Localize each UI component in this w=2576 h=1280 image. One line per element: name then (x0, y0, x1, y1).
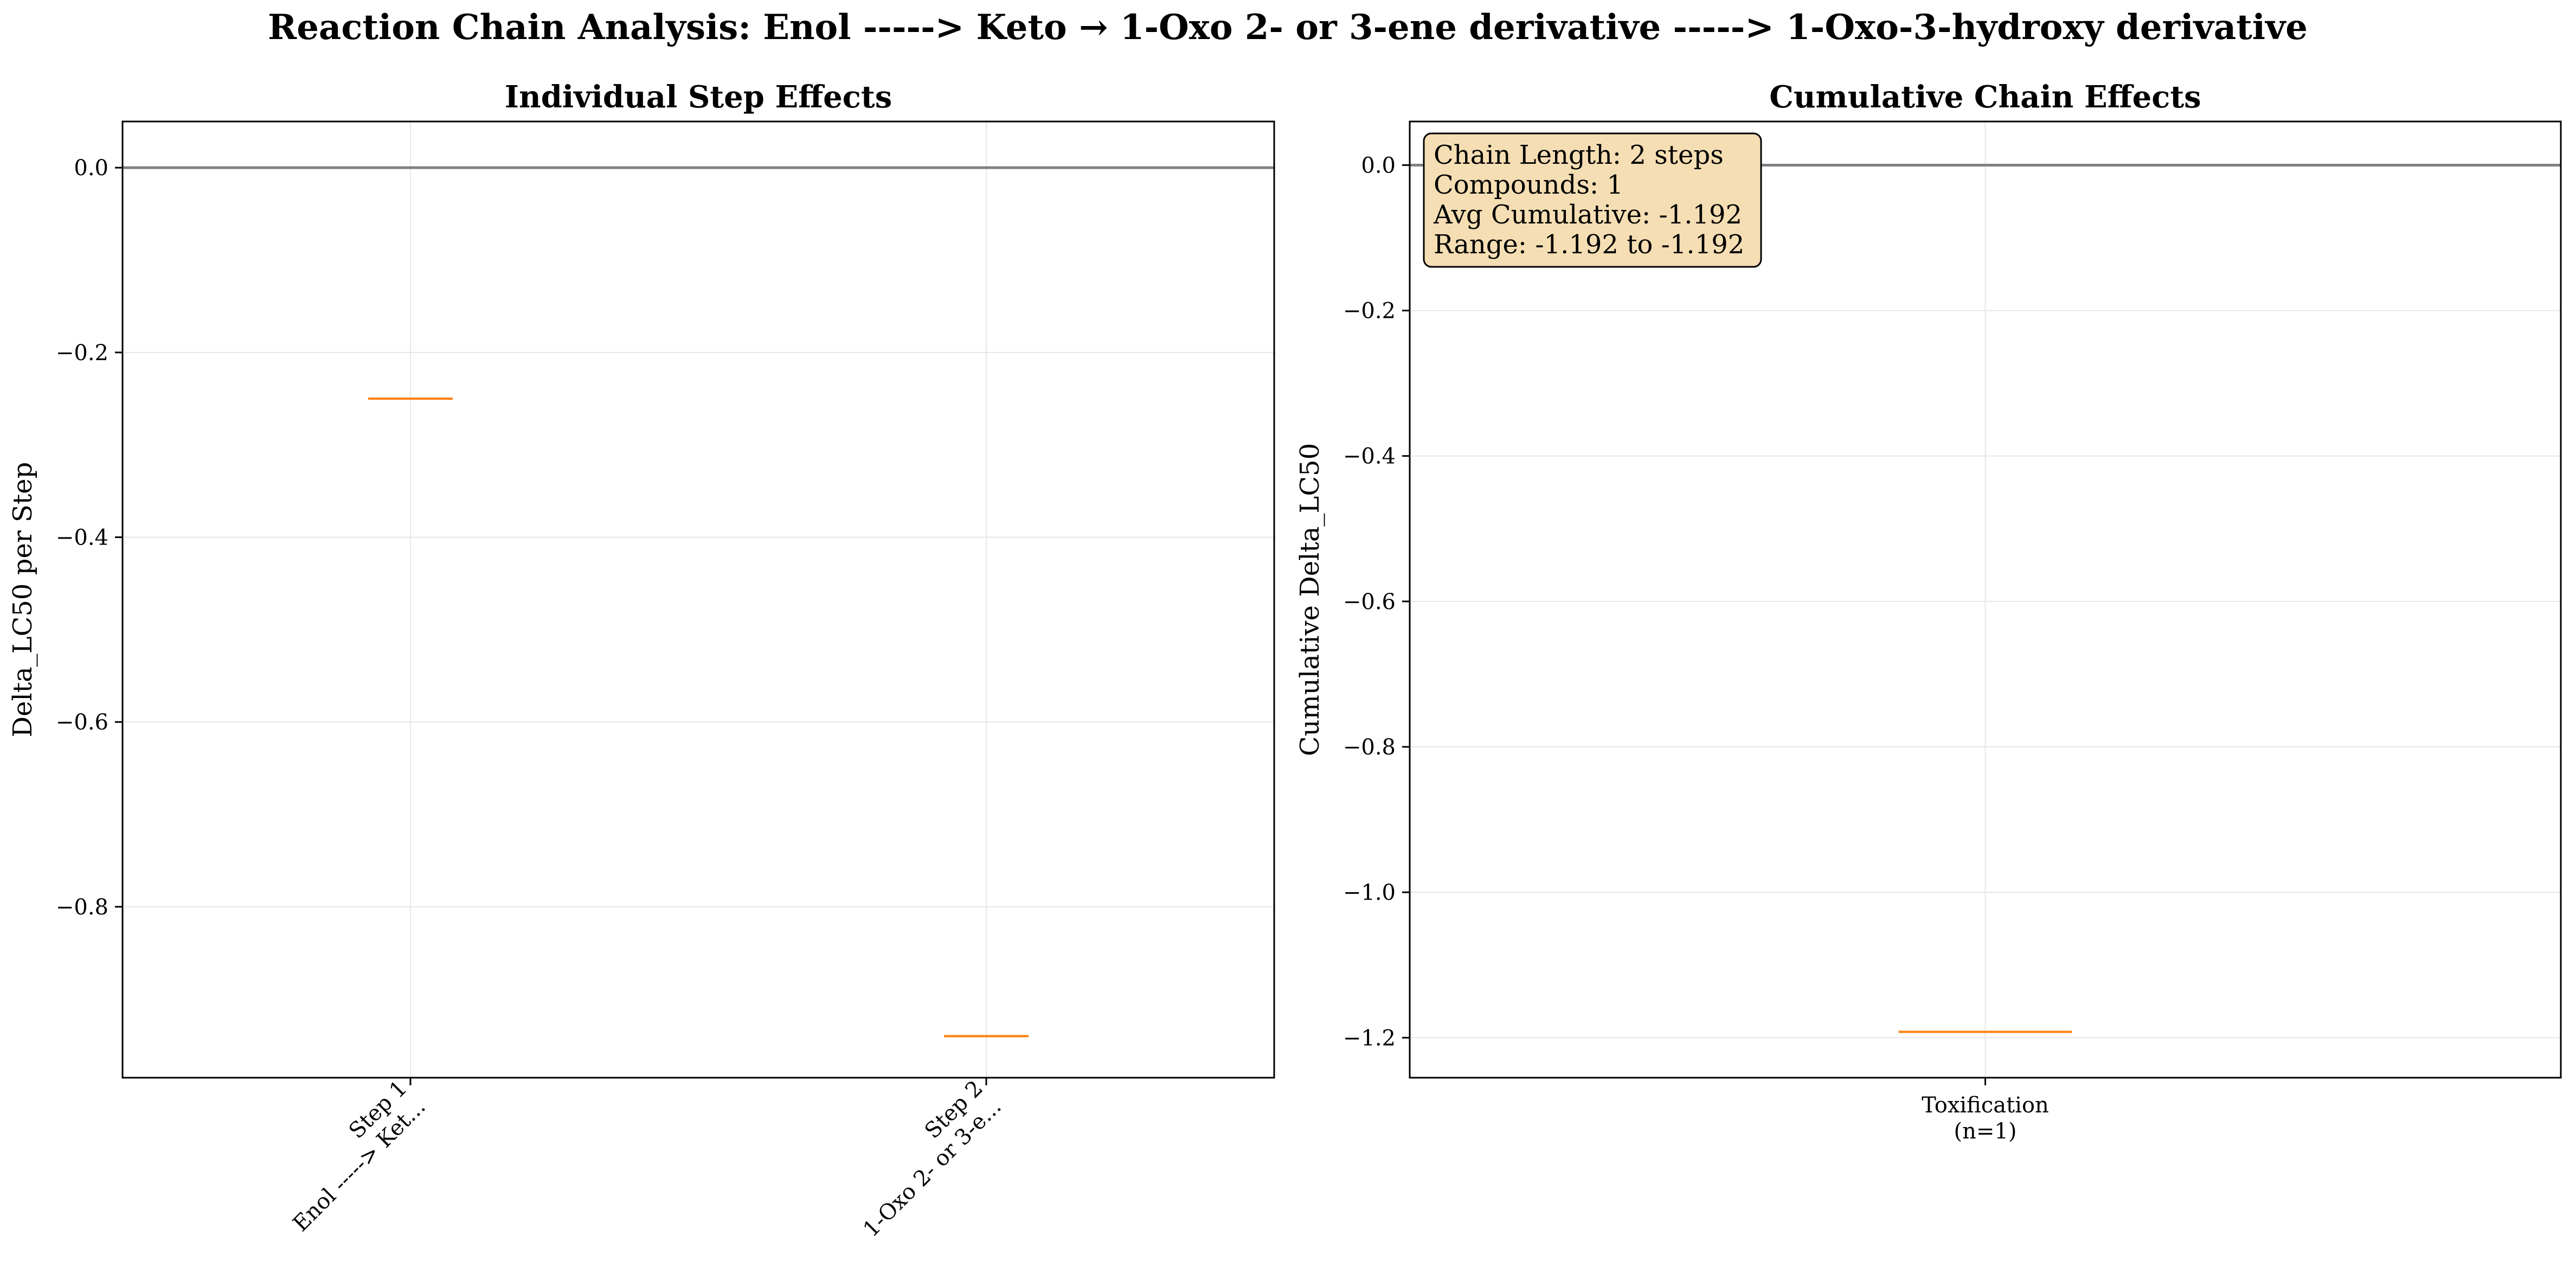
chart-title: Cumulative Chain Effects (1769, 79, 2201, 115)
chart-title: Individual Step Effects (505, 79, 892, 115)
y-tick-label: 0.0 (74, 156, 108, 181)
x-tick-label: (n=1) (1954, 1119, 2017, 1144)
y-axis-label: Delta_LC50 per Step (8, 462, 38, 738)
stats-annotation-line: Chain Length: 2 steps (1434, 140, 1724, 170)
y-tick-label: −1.0 (1343, 880, 1396, 905)
figure-title: Reaction Chain Analysis: Enol -----> Ket… (268, 7, 2308, 48)
y-tick-label: −1.2 (1343, 1026, 1396, 1051)
y-tick-label: −0.8 (1343, 735, 1396, 760)
stats-annotation-line: Compounds: 1 (1434, 170, 1623, 200)
y-axis-label: Cumulative Delta_LC50 (1295, 443, 1325, 756)
stats-annotation-line: Range: -1.192 to -1.192 (1434, 229, 1744, 260)
y-tick-label: −0.4 (1343, 444, 1396, 469)
y-tick-label: −0.6 (56, 710, 108, 735)
y-tick-label: −0.6 (1343, 590, 1396, 615)
x-tick-label: Toxification (1922, 1093, 2049, 1118)
y-tick-label: −0.4 (56, 526, 108, 551)
y-tick-label: −0.8 (56, 895, 108, 920)
y-tick-label: 0.0 (1361, 153, 1396, 178)
stats-annotation-box (1423, 132, 1762, 268)
y-tick-label: −0.2 (56, 341, 108, 366)
axes-frame (121, 120, 1275, 1079)
stats-annotation-line: Avg Cumulative: -1.192 (1433, 200, 1742, 230)
y-tick-label: −0.2 (1343, 299, 1396, 324)
cumulative-chain-effects-chart: 0.0 −0.2 −0.4 −0.6 −0.8 −1.0 −1.2 Toxification(… (1295, 79, 2562, 1144)
